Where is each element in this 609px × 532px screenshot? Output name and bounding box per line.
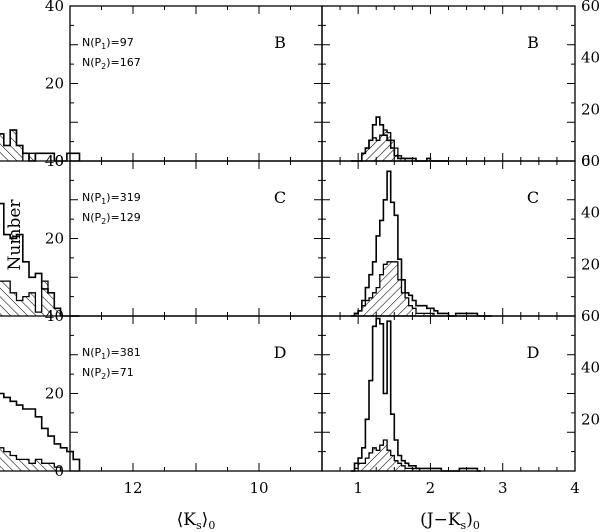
panel-letter: D bbox=[527, 343, 540, 362]
n-p1-label-text: N(P bbox=[82, 36, 102, 49]
x-axis-title-right-sub: s bbox=[461, 519, 467, 532]
y-tick-label-right: 0 bbox=[581, 152, 591, 170]
x-axis-title-left: ⟨Ks⟩0 bbox=[177, 510, 216, 532]
panel-letter: D bbox=[274, 343, 287, 362]
p1-outline-histogram bbox=[350, 116, 449, 162]
panel-letter: B bbox=[274, 33, 286, 52]
panel-frame bbox=[321, 160, 576, 317]
x-tick-label-left: 12 bbox=[123, 479, 142, 497]
n-p1-label-value: )=319 bbox=[106, 191, 141, 204]
p2-hatched-histogram bbox=[0, 129, 80, 162]
n-p2-label-sub: 2 bbox=[101, 372, 106, 381]
p2-hatched-histogram bbox=[350, 129, 449, 162]
y-tick-label-right: 40 bbox=[581, 204, 600, 222]
n-p2-label: N(P2)=71 bbox=[82, 366, 134, 381]
x-tick-label-right: 4 bbox=[570, 479, 580, 497]
n-p2-label: N(P2)=167 bbox=[82, 56, 141, 71]
y-tick-label-right: 20 bbox=[581, 100, 600, 118]
n-p2-label-text: N(P bbox=[82, 366, 102, 379]
x-axis-title-left-main: ⟨K bbox=[177, 510, 197, 530]
panel-letter: C bbox=[274, 188, 286, 207]
panel-letter: B bbox=[527, 33, 539, 52]
x-tick-label-right: 2 bbox=[426, 479, 436, 497]
y-tick-label-left: 40 bbox=[45, 152, 64, 170]
p2-hatched-histogram bbox=[0, 447, 80, 472]
panel-frame bbox=[321, 315, 576, 472]
y-tick-label-right: 60 bbox=[581, 0, 600, 15]
n-p1-label-sub: 1 bbox=[101, 42, 106, 51]
n-p2-label-sub: 2 bbox=[101, 217, 106, 226]
y-tick-label-left: 40 bbox=[45, 0, 64, 15]
x-tick-label-left: 10 bbox=[249, 479, 268, 497]
panels-layer: BN(P1)=97N(P2)=167BCN(P1)=319N(P2)=129CD… bbox=[0, 0, 600, 497]
p1-outline-histogram bbox=[0, 129, 81, 162]
x-axis-title-left-sub: s bbox=[196, 519, 202, 532]
x-axis-title-left-close: ⟩ bbox=[202, 510, 209, 530]
x-axis-title-right-zero: 0 bbox=[473, 519, 480, 532]
x-tick-label-right: 1 bbox=[353, 479, 363, 497]
panel-b-right: B bbox=[321, 5, 576, 162]
y-tick-label-left: 20 bbox=[45, 75, 64, 93]
n-p1-label-value: )=381 bbox=[106, 346, 141, 359]
y-tick-label-left: 20 bbox=[45, 230, 64, 248]
y-tick-label-right: 40 bbox=[581, 49, 600, 67]
panel-frame bbox=[69, 315, 323, 472]
panel-frame bbox=[69, 5, 323, 162]
y-tick-label-left: 40 bbox=[45, 307, 64, 325]
y-tick-label-right: 40 bbox=[581, 359, 600, 377]
panel-d-right: D bbox=[321, 315, 576, 472]
n-p1-label-sub: 1 bbox=[101, 352, 106, 361]
y-tick-label-left: 20 bbox=[45, 385, 64, 403]
x-tick-label-right: 3 bbox=[498, 479, 508, 497]
n-p1-label: N(P1)=319 bbox=[82, 191, 141, 206]
y-tick-label-left: 0 bbox=[54, 152, 64, 170]
y-axis-title: Number bbox=[5, 199, 25, 271]
n-p1-label: N(P1)=381 bbox=[82, 346, 141, 361]
y-tick-label-right: 20 bbox=[581, 255, 600, 273]
n-p2-label-text: N(P bbox=[82, 56, 102, 69]
panel-c-right: C bbox=[321, 160, 576, 317]
panel-letter: C bbox=[527, 188, 539, 207]
y-tick-label-right: 20 bbox=[581, 410, 600, 428]
n-p2-label: N(P2)=129 bbox=[82, 211, 141, 226]
n-p2-label-text: N(P bbox=[82, 211, 102, 224]
n-p1-label-sub: 1 bbox=[101, 197, 106, 206]
n-p1-label-text: N(P bbox=[82, 191, 102, 204]
n-p1-label-text: N(P bbox=[82, 346, 102, 359]
p1-outline-histogram bbox=[0, 392, 81, 471]
p1-outline-histogram bbox=[350, 170, 492, 317]
n-p1-label: N(P1)=97 bbox=[82, 36, 134, 51]
panel-frame bbox=[69, 160, 323, 317]
p1-outline-histogram bbox=[0, 202, 80, 317]
panel-frame bbox=[321, 5, 576, 162]
n-p2-label-value: )=167 bbox=[106, 56, 141, 69]
x-axis-title-left-zero: 0 bbox=[208, 519, 215, 532]
x-axis-title-right-close: ) bbox=[466, 510, 473, 530]
x-axis-title-right: (J−Ks)0 bbox=[420, 510, 480, 532]
n-p2-label-value: )=71 bbox=[106, 366, 134, 379]
p2-hatched-histogram bbox=[0, 280, 80, 317]
x-axis-title-right-main: (J−K bbox=[420, 510, 461, 530]
n-p1-label-value: )=97 bbox=[106, 36, 134, 49]
y-tick-label-left: 0 bbox=[54, 462, 64, 480]
n-p2-label-sub: 2 bbox=[101, 62, 106, 71]
y-tick-label-right: 60 bbox=[581, 307, 600, 325]
p1-outline-histogram bbox=[350, 317, 481, 472]
n-p2-label-value: )=129 bbox=[106, 211, 141, 224]
y-tick-label-right: 60 bbox=[581, 152, 600, 170]
